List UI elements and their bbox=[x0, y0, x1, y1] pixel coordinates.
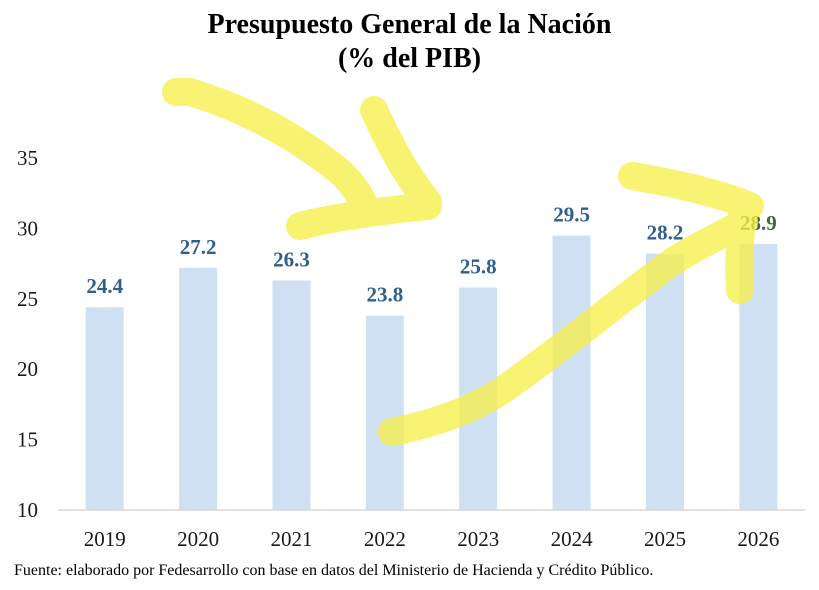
bar-2025 bbox=[645, 253, 684, 510]
highlighter-arrow-down bbox=[162, 78, 442, 240]
bar-2020 bbox=[179, 267, 218, 510]
data-label: 26.3 bbox=[273, 247, 310, 271]
highlighter-arrow-up bbox=[378, 162, 764, 446]
data-label: 24.4 bbox=[86, 274, 123, 298]
x-tick-label: 2023 bbox=[457, 527, 499, 551]
chart-title: Presupuesto General de la Nación bbox=[207, 9, 612, 40]
x-tick-label: 2026 bbox=[737, 527, 779, 551]
source-note: Fuente: elaborado por Fedesarrollo con b… bbox=[14, 562, 654, 579]
x-tick-label: 2024 bbox=[551, 527, 594, 551]
x-tick-label: 2021 bbox=[270, 527, 312, 551]
x-axis-ticks: 2019 2020 2021 2022 2023 2024 2025 2026 bbox=[84, 527, 780, 551]
y-tick-label: 35 bbox=[17, 146, 38, 170]
y-axis-ticks: 10 15 20 25 30 35 bbox=[17, 146, 38, 522]
y-tick-label: 15 bbox=[17, 428, 38, 452]
x-tick-label: 2020 bbox=[177, 527, 219, 551]
data-label: 27.2 bbox=[180, 235, 217, 259]
highlighter-marks bbox=[162, 78, 764, 446]
bar-2019 bbox=[85, 307, 124, 510]
x-tick-label: 2022 bbox=[364, 527, 406, 551]
x-tick-label: 2025 bbox=[644, 527, 686, 551]
bar-2021 bbox=[272, 280, 311, 510]
data-label: 28.2 bbox=[647, 221, 684, 245]
bars bbox=[85, 235, 778, 510]
y-tick-label: 20 bbox=[17, 357, 38, 381]
bar-2022 bbox=[365, 315, 404, 510]
chart-title-block: Presupuesto General de la Nación (% del … bbox=[0, 8, 819, 76]
x-tick-label: 2019 bbox=[84, 527, 126, 551]
bar-2024 bbox=[552, 235, 591, 510]
data-label: 25.8 bbox=[460, 255, 497, 279]
data-label: 23.8 bbox=[366, 283, 403, 307]
data-labels: 24.427.226.323.825.829.528.2 28.9 bbox=[86, 202, 776, 306]
chart-subtitle: (% del PIB) bbox=[337, 43, 482, 74]
y-tick-label: 30 bbox=[17, 216, 38, 240]
y-tick-label: 25 bbox=[17, 287, 38, 311]
data-label: 29.5 bbox=[553, 202, 590, 226]
y-tick-label: 10 bbox=[17, 498, 38, 522]
